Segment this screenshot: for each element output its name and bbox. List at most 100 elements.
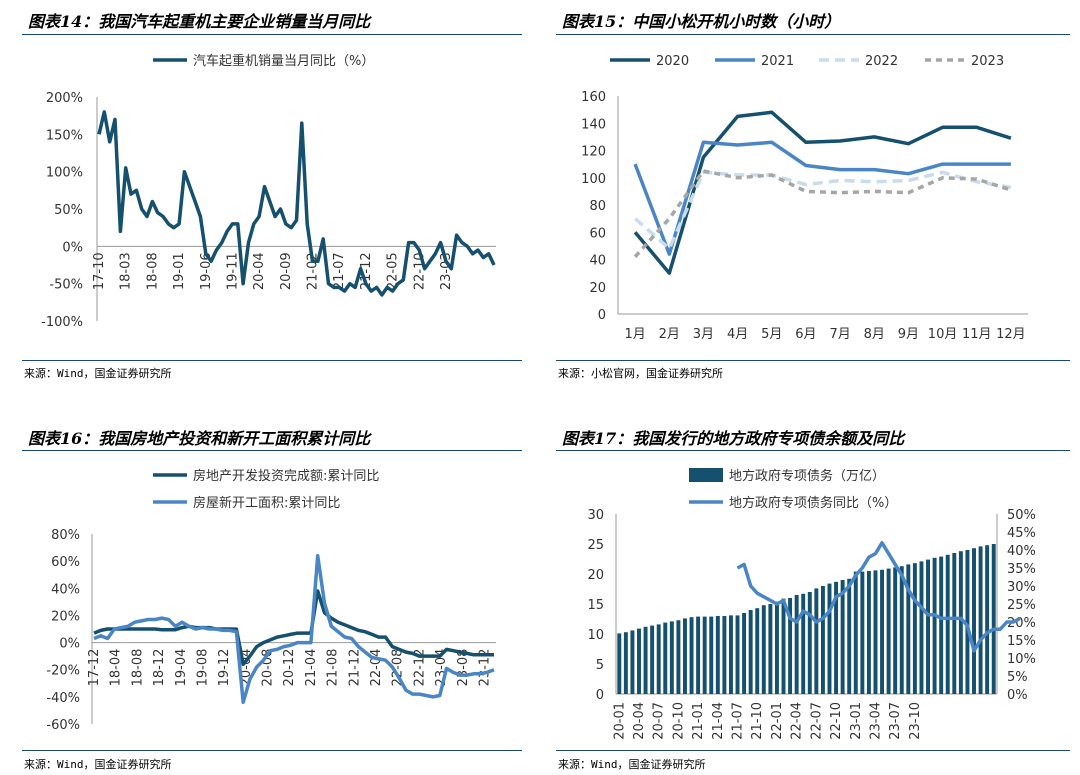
fig17-bar <box>761 605 766 694</box>
fig14-ytick: 0% <box>62 240 83 255</box>
fig17-bar <box>893 567 898 694</box>
fig17-ytick-left: 0 <box>596 688 604 703</box>
fig17-bar <box>814 588 819 694</box>
fig14-ytick: 50% <box>54 203 83 218</box>
fig17-bar <box>834 581 839 694</box>
fig15-xtick: 9月 <box>898 327 919 342</box>
fig17-bar <box>669 621 674 694</box>
fig17-ytick-left: 5 <box>596 658 604 673</box>
fig17-bar <box>939 556 944 694</box>
fig17-ytick-right: 50% <box>1007 508 1036 523</box>
fig15-legend-3-label: 2023 <box>971 54 1004 69</box>
fig17-bar <box>748 610 753 694</box>
fig16-legend-0-label: 房地产开发投资完成额:累计同比 <box>193 468 379 484</box>
fig15-ytick: 140 <box>581 117 606 132</box>
fig15-ytick: 0 <box>598 308 606 323</box>
fig16-xtick: 22-12 <box>412 649 427 687</box>
fig15-xtick: 5月 <box>761 327 782 342</box>
fig17-bar <box>630 630 635 694</box>
fig14-xtick: 21-12 <box>359 252 374 290</box>
fig15-legend-2-label: 2022 <box>865 54 898 69</box>
fig17-xtick: 23-04 <box>868 702 883 740</box>
fig15-xtick: 3月 <box>693 327 714 342</box>
fig16-xtick: 23-08 <box>456 649 471 687</box>
fig16-xtick: 18-12 <box>152 649 167 687</box>
fig17-xtick: 20-01 <box>612 702 627 740</box>
fig16-series-1 <box>93 553 495 705</box>
fig17-bar <box>952 553 957 694</box>
fig16-xtick: 21-04 <box>304 649 319 687</box>
fig16-title-rule <box>22 450 522 451</box>
fig17-xtick: 22-04 <box>790 702 805 740</box>
fig17-xtick: 21-10 <box>750 702 765 740</box>
fig17-bar <box>755 608 760 694</box>
fig15-xtick: 6月 <box>795 327 816 342</box>
fig15-series-2023 <box>633 169 1012 258</box>
fig15-xtick: 2月 <box>659 327 680 342</box>
fig17-bar <box>926 559 930 694</box>
fig15-xtick: 10月 <box>928 327 958 342</box>
fig17-bar <box>899 566 904 694</box>
fig17-bar <box>932 557 937 694</box>
fig17-bar <box>683 618 687 694</box>
fig17-ytick-right: 15% <box>1007 634 1036 649</box>
fig17-bar <box>873 570 878 694</box>
fig14-ytick: 200% <box>46 91 83 106</box>
fig15-title-rule <box>556 34 1070 35</box>
fig17-source: 来源：Wind，国金证券研究所 <box>558 758 706 771</box>
fig17-ytick-right: 45% <box>1007 526 1036 541</box>
fig17-bar <box>781 598 786 694</box>
fig17-bar <box>643 626 648 694</box>
fig15-legend-0-label: 2020 <box>656 54 689 69</box>
fig17-bar <box>906 564 911 694</box>
fig16-xtick: 18-04 <box>109 649 124 687</box>
fig14-xtick: 17-10 <box>92 252 107 290</box>
fig17-legend-1-label: 地方政府专项债务同比（%） <box>729 495 897 511</box>
fig17-bar <box>820 586 825 694</box>
fig17-bar <box>807 592 812 694</box>
fig16-source: 来源：Wind，国金证券研究所 <box>24 758 172 771</box>
fig14-xtick: 20-04 <box>252 252 267 290</box>
fig16-ytick: -40% <box>46 691 80 706</box>
fig16-xtick: 22-04 <box>369 649 384 687</box>
fig17-bar <box>774 601 779 694</box>
fig16-ytick: 0% <box>59 637 80 652</box>
fig17-ytick-right: 0% <box>1007 688 1028 703</box>
fig17-bar <box>958 551 963 694</box>
fig16-xtick: 22-08 <box>391 649 406 687</box>
fig17-ytick-right: 10% <box>1007 652 1036 667</box>
fig14-ytick: 150% <box>46 128 83 143</box>
fig17-ytick-right: 25% <box>1007 598 1036 613</box>
fig15-ytick: 160 <box>581 90 606 105</box>
fig16-ytick: 80% <box>51 528 80 543</box>
fig17-bar <box>722 616 727 694</box>
fig14-xtick: 20-09 <box>279 252 294 290</box>
fig17-ytick-right: 30% <box>1007 580 1036 595</box>
fig17-bar <box>880 569 885 694</box>
fig17-legend-0-swatch <box>689 468 723 482</box>
fig17-bar <box>728 615 733 694</box>
fig14-ytick: -50% <box>49 278 83 293</box>
fig17-xtick: 23-10 <box>908 702 923 740</box>
fig16-ytick: 20% <box>51 609 80 624</box>
fig17-bar <box>650 625 655 694</box>
fig17-xtick: 20-10 <box>671 702 686 740</box>
fig17-xtick: 22-01 <box>770 702 785 740</box>
fig14-series-line <box>97 110 496 297</box>
fig16-series-0 <box>93 589 494 667</box>
fig17-bar <box>827 583 832 694</box>
fig17-bar <box>689 617 694 694</box>
fig17-ytick-right: 35% <box>1007 562 1036 577</box>
fig16-xtick: 18-08 <box>130 649 145 687</box>
fig15-xtick: 1月 <box>624 327 645 342</box>
fig17-yoy-line <box>736 541 1021 653</box>
fig16-xtick: 23-12 <box>478 649 493 687</box>
fig15-xtick: 7月 <box>829 327 850 342</box>
fig16-source-rule <box>22 750 522 751</box>
fig15-ytick: 80 <box>589 199 606 214</box>
fig17-title: 图表17：我国发行的地方政府专项债余额及同比 <box>562 429 905 448</box>
fig15-chart: 2020 2021 2022 2023 160 140 120 100 80 60 40 20 0 1月 2… <box>581 54 1028 342</box>
fig16-xtick: 19-04 <box>174 649 189 687</box>
fig15-ytick: 40 <box>589 254 606 269</box>
